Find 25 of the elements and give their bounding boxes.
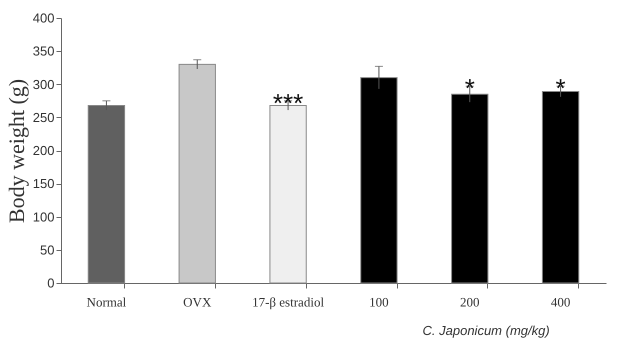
- x-tick-label: Normal: [86, 294, 127, 310]
- bar: [178, 64, 216, 284]
- annotation: ***: [272, 88, 304, 118]
- y-tick-label: 50: [40, 242, 54, 258]
- bar: [451, 94, 488, 284]
- y-tick-label: 150: [32, 176, 54, 192]
- y-tick-label: 100: [32, 209, 54, 224]
- y-tick-label: 0: [47, 276, 54, 290]
- x-tick-label: OVX: [183, 294, 212, 310]
- annotation: *: [556, 73, 566, 104]
- bar: [542, 91, 580, 284]
- x-tick-label: 100: [369, 294, 389, 310]
- text: C. Japonicum (mg/kg): [422, 323, 550, 338]
- y-axis-title: Body weight (g): [4, 78, 29, 224]
- y-tick-label: 400: [32, 10, 54, 26]
- y-tick-label: 300: [32, 76, 54, 92]
- y-tick-label: 250: [32, 110, 54, 125]
- bar: [360, 77, 398, 284]
- x-tick-label: 400: [550, 294, 570, 310]
- bar: [269, 104, 307, 284]
- annotation: *: [464, 73, 475, 104]
- y-tick-label: 200: [32, 143, 54, 158]
- x-tick-label: 17-β estradiol: [252, 294, 324, 310]
- x-tick-label: 200: [460, 294, 480, 310]
- y-tick-label: 350: [32, 44, 54, 59]
